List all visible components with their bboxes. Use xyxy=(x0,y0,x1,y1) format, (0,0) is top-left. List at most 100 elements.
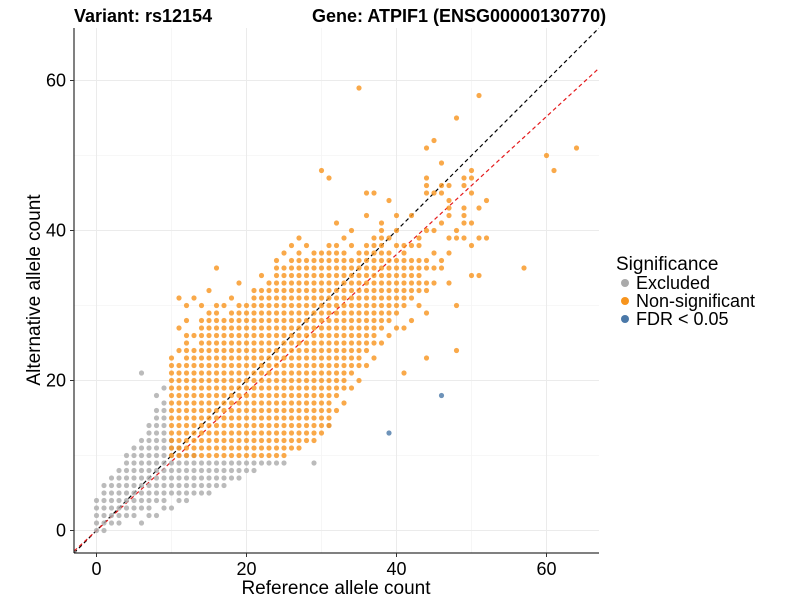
data-point xyxy=(228,332,235,339)
data-point xyxy=(401,302,407,309)
data-point xyxy=(146,490,152,496)
data-point xyxy=(311,370,317,376)
data-point xyxy=(288,310,295,316)
data-point xyxy=(93,520,100,526)
data-point xyxy=(273,460,280,466)
data-point xyxy=(281,385,287,391)
data-point xyxy=(168,362,175,369)
data-point xyxy=(288,377,295,384)
series-non-significant xyxy=(168,85,580,459)
data-point xyxy=(408,265,415,271)
data-point xyxy=(378,235,385,241)
data-point xyxy=(168,505,175,511)
data-point xyxy=(386,280,392,286)
data-point xyxy=(311,250,317,256)
data-point xyxy=(251,340,257,346)
data-point xyxy=(183,452,190,459)
data-point xyxy=(221,445,227,451)
data-point xyxy=(273,415,280,421)
data-point xyxy=(258,422,265,429)
data-point xyxy=(356,362,362,369)
data-point xyxy=(236,325,242,331)
data-point xyxy=(303,325,310,331)
data-point xyxy=(348,347,355,354)
data-point xyxy=(476,235,482,241)
data-point xyxy=(266,370,272,376)
data-point xyxy=(228,407,235,414)
data-point xyxy=(191,362,197,369)
data-point xyxy=(236,355,242,361)
data-point xyxy=(371,287,377,294)
data-point xyxy=(288,317,295,324)
data-point xyxy=(236,452,242,459)
y-tick-label: 40 xyxy=(46,221,66,241)
data-point xyxy=(311,295,317,301)
data-point xyxy=(243,415,250,421)
data-point xyxy=(221,370,227,376)
data-point xyxy=(183,482,190,489)
data-point xyxy=(251,430,257,436)
data-point xyxy=(221,482,227,489)
data-point xyxy=(206,362,212,369)
data-point xyxy=(393,212,400,219)
data-point xyxy=(213,452,220,459)
x-tick-label: 20 xyxy=(236,559,256,579)
data-point xyxy=(213,400,220,406)
data-point xyxy=(243,332,250,339)
data-point xyxy=(266,325,272,331)
data-point xyxy=(221,347,227,354)
data-point xyxy=(371,242,377,249)
data-point xyxy=(288,430,295,436)
data-point xyxy=(228,445,235,451)
data-point xyxy=(393,227,400,234)
data-point xyxy=(476,205,482,211)
data-point xyxy=(213,407,220,414)
data-point xyxy=(341,385,347,391)
data-point xyxy=(206,310,212,316)
data-point xyxy=(371,250,377,256)
data-point xyxy=(378,317,385,324)
data-point xyxy=(198,482,205,489)
data-point xyxy=(146,512,152,519)
data-point xyxy=(176,392,182,399)
data-point xyxy=(303,415,310,421)
data-point xyxy=(438,265,445,271)
data-point xyxy=(288,287,295,294)
data-point xyxy=(228,430,235,436)
data-point xyxy=(311,302,317,309)
data-point xyxy=(108,482,115,489)
data-point xyxy=(273,400,280,406)
data-point xyxy=(341,355,347,361)
data-point xyxy=(206,325,212,331)
data-point xyxy=(348,257,355,264)
data-point xyxy=(153,482,160,489)
data-point xyxy=(266,452,272,459)
data-point xyxy=(326,377,332,384)
data-point xyxy=(116,497,122,504)
data-point xyxy=(281,437,287,444)
data-point xyxy=(318,257,325,264)
data-point xyxy=(213,467,220,474)
data-point xyxy=(318,295,325,301)
data-point xyxy=(168,407,175,414)
data-point xyxy=(311,280,317,286)
data-point xyxy=(326,332,332,339)
data-point xyxy=(266,430,272,436)
legend-marker xyxy=(621,279,629,287)
data-point xyxy=(273,392,280,399)
data-point xyxy=(296,407,302,414)
data-point xyxy=(393,310,400,316)
data-point xyxy=(266,340,272,346)
data-point xyxy=(138,505,145,511)
data-point xyxy=(273,445,280,451)
data-point xyxy=(416,302,422,309)
data-point xyxy=(258,385,265,391)
data-point xyxy=(281,415,287,421)
data-point xyxy=(243,325,250,331)
data-point xyxy=(228,392,235,399)
legend-marker xyxy=(621,315,629,323)
data-point xyxy=(168,445,175,451)
data-point xyxy=(378,302,385,309)
data-point xyxy=(258,317,265,324)
data-point xyxy=(543,152,550,159)
